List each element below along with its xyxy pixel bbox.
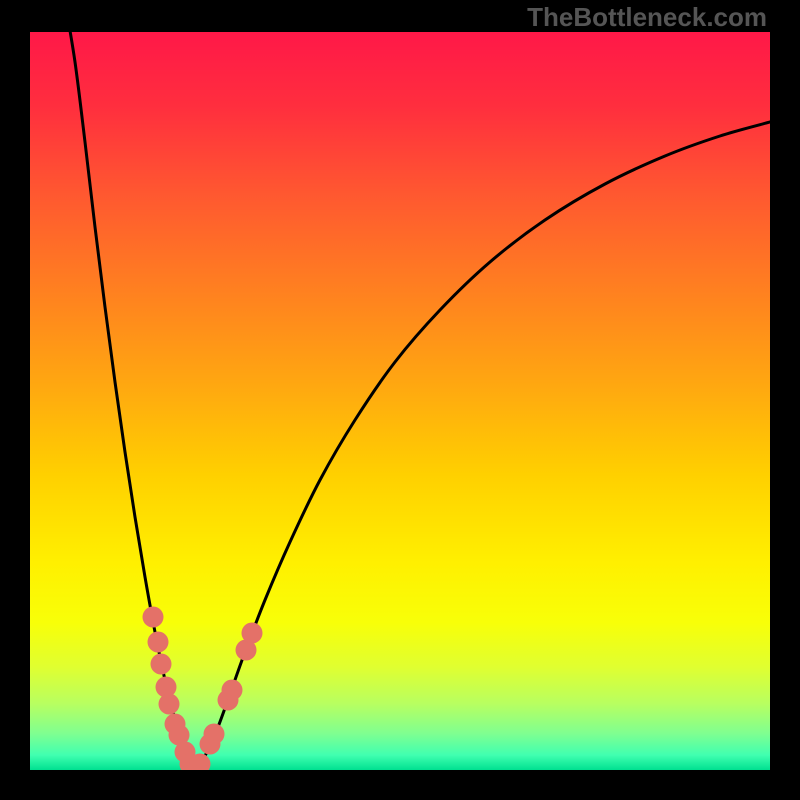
data-marker	[222, 680, 243, 701]
chart-frame: TheBottleneck.com	[0, 0, 800, 800]
v-curve-right	[194, 122, 770, 769]
data-marker	[143, 607, 164, 628]
plot-area	[30, 32, 770, 770]
data-marker	[151, 654, 172, 675]
marker-group-left	[143, 607, 201, 771]
data-marker	[148, 632, 169, 653]
marker-group-right	[190, 623, 263, 771]
curve-layer	[30, 32, 770, 770]
v-curve-left	[65, 32, 194, 769]
data-marker	[159, 694, 180, 715]
watermark-text: TheBottleneck.com	[527, 2, 767, 33]
data-marker	[204, 724, 225, 745]
data-marker	[242, 623, 263, 644]
